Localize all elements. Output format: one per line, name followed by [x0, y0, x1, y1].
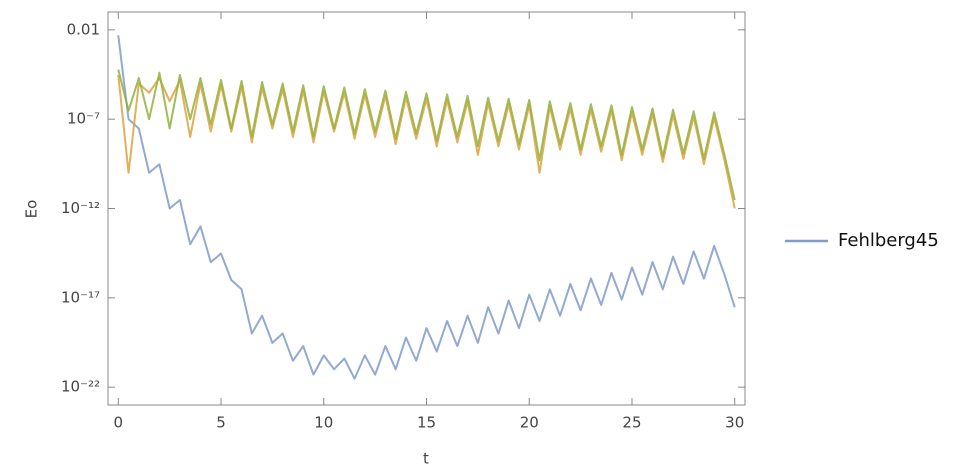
y-axis-label: Eo — [23, 200, 41, 219]
y-tick-label: 10⁻²² — [61, 378, 100, 396]
series-line — [117, 69, 736, 201]
x-axis-label: t — [423, 450, 429, 468]
x-tick-label: 20 — [520, 414, 539, 432]
series-line — [117, 74, 736, 209]
legend-label: Fehlberg45 — [838, 230, 939, 251]
x-tick-label: 10 — [314, 414, 333, 432]
y-tick-label: 0.01 — [67, 20, 100, 38]
legend: Fehlberg45 — [785, 230, 939, 251]
plot-frame — [107, 11, 746, 406]
series-line — [117, 35, 736, 380]
x-tick-label: 5 — [216, 414, 226, 432]
x-tick-label: 30 — [725, 414, 744, 432]
y-tick-label: 10⁻¹⁷ — [61, 288, 100, 306]
y-tick-label: 10⁻⁷ — [67, 110, 100, 128]
y-tick-label: 10⁻¹² — [61, 199, 100, 217]
x-tick-label: 0 — [114, 414, 124, 432]
x-tick-label: 15 — [417, 414, 436, 432]
x-tick-label: 25 — [622, 414, 641, 432]
